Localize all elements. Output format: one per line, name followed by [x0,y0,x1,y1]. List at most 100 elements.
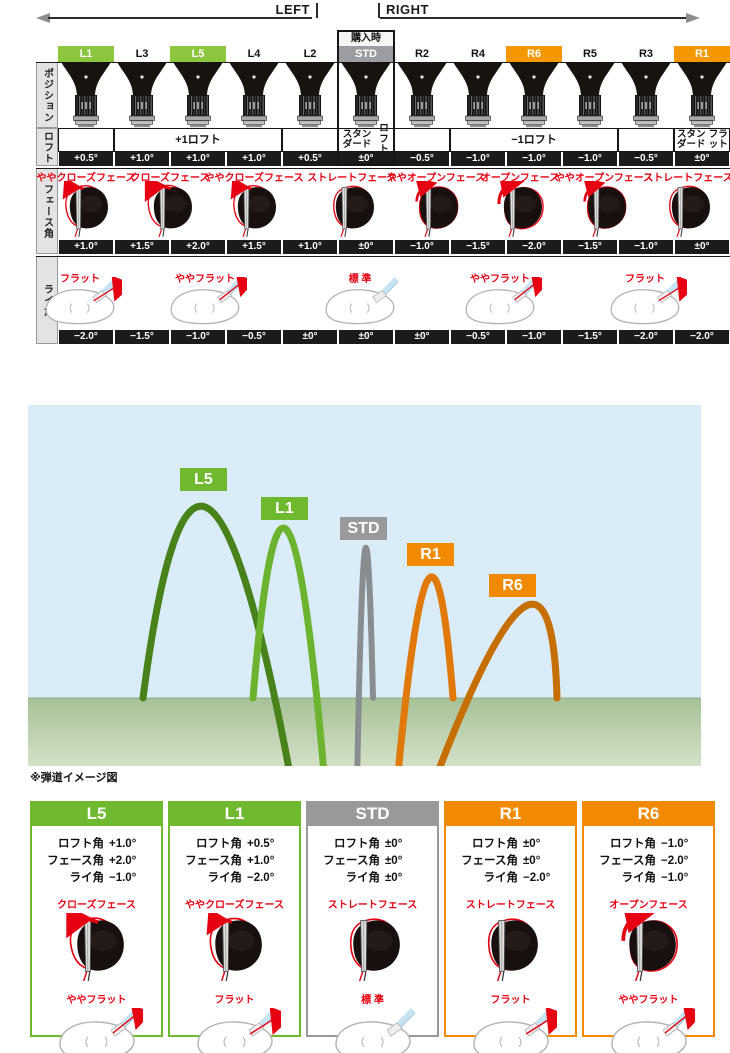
spec-line-1: フェース角 +1.0° [170,853,299,870]
spec-label: ロフト角 [334,838,380,850]
face-angle-illustration [143,174,197,238]
adjustment-spec-table: ポジション ロフト フェース角 ライ角 L1 +0.5° +1.0° −2.0° L3 +1.0°… [36,30,730,344]
spec-value: ±0° [385,838,403,850]
driver-face-icon [620,904,678,982]
card-lie-label: フラット [214,995,255,1006]
spec-card-body-R6: ロフト角 −1.0° フェース角 −2.0° ライ角 −1.0° オープンフェース ややフラッ… [582,826,715,1053]
lie-value-R1: −2.0° [675,330,729,344]
face-angle-illustration [661,181,715,238]
spec-label: ライ角 [207,872,243,884]
face-angle-label: ややクローズフェース [204,173,304,184]
lie-value-L4: −0.5° [227,330,281,344]
spec-line-2: ライ角 −1.0° [32,870,161,887]
card-face-illustration [202,907,268,986]
left-arrowhead-icon [36,13,50,23]
trajectory-badge-R6: R6 [489,574,536,597]
lie-value-R3: −2.0° [619,330,673,344]
loft-value-L3: +1.0° [115,152,169,166]
lie-angle-label: ややフラット [175,274,235,285]
face-value-L1: +1.0° [59,240,113,254]
lie-value-R6: −1.0° [507,330,561,344]
face-value-L5: +2.0° [171,240,225,254]
right-direction-label: RIGHT [386,2,429,17]
loft-group-cell-7: スタンダード フラット [674,128,730,152]
position-sleeve-L4 [226,62,282,128]
position-badge-R6: R6 [506,46,562,62]
hosel-sleeve-icon [285,62,335,128]
driver-lie-icon [170,274,256,325]
spec-value: −1.0° [661,872,689,884]
face-value-L3: +1.5° [115,240,169,254]
face-value-R2: −1.0° [395,240,449,254]
position-badge-L5: L5 [170,46,226,62]
face-value-R4: −1.5° [451,240,505,254]
spec-line-1: フェース角 +2.0° [32,853,161,870]
spec-label: ロフト角 [58,838,104,850]
driver-face-icon [415,178,459,238]
right-direction-tick [378,3,380,18]
position-sleeve-R5 [562,62,618,128]
driver-face-icon [230,176,276,238]
lie-angle-label: フラット [60,274,100,285]
loft-value-R3: −0.5° [619,152,673,166]
driver-face-icon [487,918,538,982]
lie-value-R4: −0.5° [451,330,505,344]
card-lie-illustration [603,1005,705,1053]
position-sleeve-L1 [58,62,114,128]
driver-face-icon [206,907,262,982]
driver-face-icon [144,174,192,238]
row-label-position: ポジション [36,62,58,128]
position-badge-L2: L2 [303,48,317,60]
driver-face-icon [65,905,124,982]
trajectory-arc-R1 [395,573,457,766]
card-face-illustration [340,913,406,986]
trajectory-arc-L1 [249,524,327,766]
lie-value-L2: ±0° [283,330,337,344]
loft-value-L2: +0.5° [283,152,337,166]
purchase-label: 購入時 [339,32,393,46]
face-angle-illustration [59,176,113,238]
card-face-illustration [478,913,544,986]
loft-group-cell-6 [618,128,674,152]
spec-card-body-L1: ロフト角 +0.5° フェース角 +1.0° ライ角 −2.0° ややクローズフェース フラッ… [168,826,301,1053]
lie-value-R5: −1.5° [563,330,617,344]
driver-face-icon [669,185,710,238]
ground-background [28,698,701,766]
driver-lie-icon [45,275,134,325]
driver-face-icon [349,918,400,982]
position-badge-R4: R4 [470,48,486,60]
driver-lie-icon [610,1005,705,1053]
hosel-sleeve-icon [621,62,671,128]
driver-lie-icon [472,1006,570,1053]
right-arrowhead-icon [686,13,700,23]
card-lie-label: ややフラット [618,995,679,1006]
card-lie-label: フラット [490,995,531,1006]
lie-angle-label: 標 準 [348,274,372,285]
spec-value: +0.5° [247,838,275,850]
spec-line-1: フェース角 −2.0° [584,853,713,870]
position-sleeve-R2 [394,62,450,128]
card-face-label: ストレートフェース [465,900,556,911]
card-lie-illustration [189,1006,294,1053]
face-value-R5: −1.5° [563,240,617,254]
position-badge-R3: R3 [638,48,654,60]
table-rule-1 [36,168,730,169]
lie-value-STD: ±0° [339,330,393,344]
loft-value-R1: ±0° [675,152,729,166]
face-angle-illustration [409,178,463,238]
position-sleeve-L3 [114,62,170,128]
hosel-sleeve-icon [229,62,279,128]
left-direction-label: LEFT [275,2,310,17]
position-badge-L3: L3 [135,48,149,60]
driver-face-icon [333,185,374,238]
card-face-label: オープンフェース [609,900,688,911]
position-badge-R2: R2 [414,48,430,60]
card-face-label: ややクローズフェース [185,900,284,911]
loft-group-cell-0 [58,128,114,152]
loft-value-STD: ±0° [339,152,393,166]
hosel-sleeve-icon [61,62,111,128]
card-face-label: ストレートフェース [327,900,418,911]
left-direction-tick [316,3,318,18]
card-lie-label: 標 準 [361,995,384,1006]
